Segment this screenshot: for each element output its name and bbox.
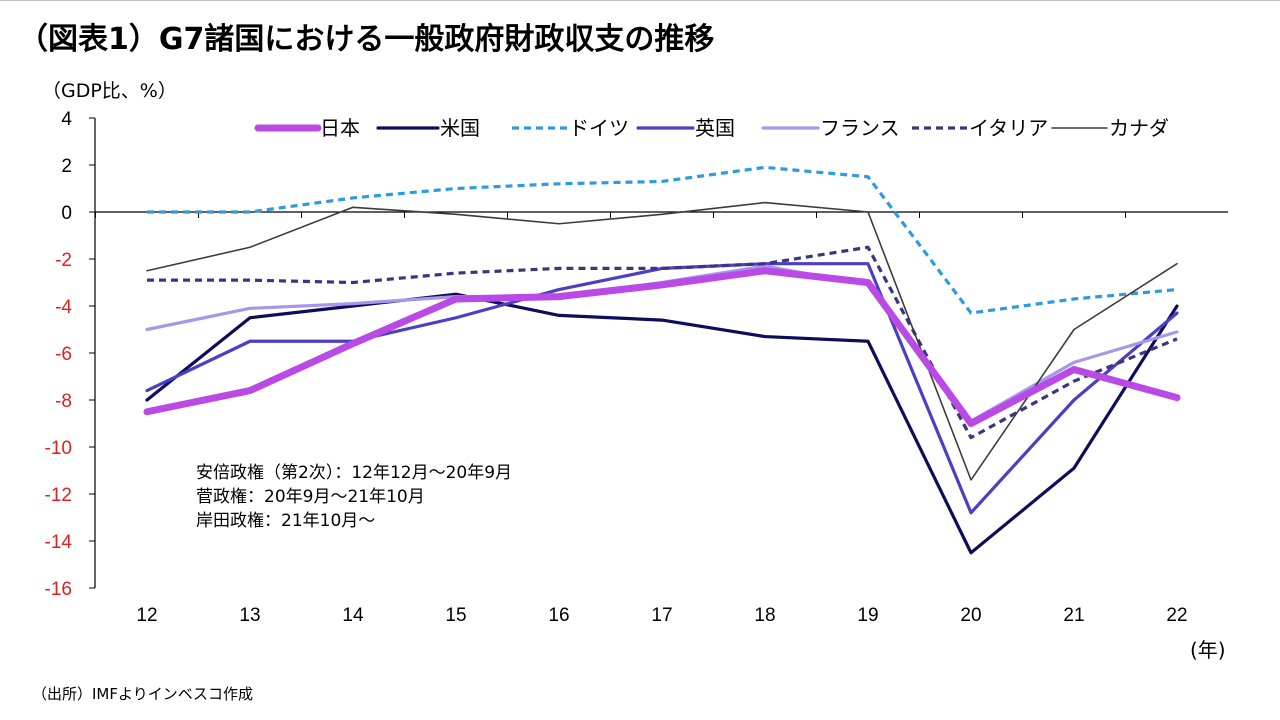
series-line-英国: [145, 262, 1179, 515]
series-line-イタリア: [147, 245, 1178, 440]
x-tick-label: 17: [651, 605, 672, 626]
y-tick-label: -6: [55, 344, 72, 365]
y-tick-label: 2: [61, 156, 72, 177]
legend-label: ドイツ: [569, 116, 629, 140]
note-line: 安倍政権（第2次）：12年12月～20年9月: [196, 463, 512, 483]
series-line-ドイツ: [147, 165, 1178, 315]
series-line-カナダ: [146, 201, 1178, 481]
title-rule: [0, 0, 1280, 1]
legend-label: フランス: [820, 116, 900, 140]
x-tick-label: 15: [445, 605, 466, 626]
x-tick-label: 14: [342, 605, 364, 626]
legend-label: 米国: [440, 116, 480, 140]
legend-item: 米国: [376, 116, 480, 140]
y-tick-label: -16: [45, 579, 72, 600]
legend-label: 英国: [695, 116, 735, 140]
legend-item: イタリア: [912, 116, 1048, 140]
y-tick-label: 4: [61, 109, 72, 130]
x-tick-label: 22: [1166, 605, 1187, 626]
y-tick-label: -4: [55, 297, 72, 318]
legend-item: 英国: [636, 116, 735, 140]
legend: 日本 米国 ドイツ 英国 フランス イタリア カナダ: [254, 116, 1169, 140]
x-tick-label: 19: [857, 605, 878, 626]
series-line-米国: [145, 292, 1179, 555]
series-line-日本: [143, 267, 1181, 427]
annotation-notes: 安倍政権（第2次）：12年12月～20年9月菅政権：20年9月～21年10月岸田…: [196, 463, 512, 531]
legend-item: ドイツ: [512, 116, 629, 140]
source-note: （出所）IMFよりインベスコ作成: [32, 685, 253, 703]
note-line: 菅政権：20年9月～21年10月: [196, 487, 425, 507]
legend-item: フランス: [761, 116, 900, 140]
chart-title: （図表1）G7諸国における一般政府財政収支の推移: [18, 22, 715, 57]
legend-item: カナダ: [1051, 116, 1169, 140]
x-axis-unit-label: (年): [1190, 638, 1226, 662]
x-tick-label: 21: [1063, 605, 1084, 626]
y-tick-label: -12: [45, 485, 72, 506]
x-tick-label: 20: [960, 605, 981, 626]
y-tick-label: -2: [55, 250, 72, 271]
legend-label: 日本: [320, 116, 360, 140]
legend-item: 日本: [254, 116, 360, 140]
series-lines: [143, 165, 1181, 555]
x-tick-label: 13: [239, 605, 260, 626]
x-tick-label: 16: [548, 605, 569, 626]
y-tick-label: -10: [45, 438, 72, 459]
legend-label: イタリア: [969, 116, 1048, 140]
y-tick-label: -14: [45, 532, 73, 553]
x-tick-label: 18: [754, 605, 775, 626]
y-axis-unit-label: （GDP比、%）: [42, 80, 177, 102]
legend-label: カナダ: [1109, 116, 1169, 140]
x-tick-label: 12: [136, 605, 157, 626]
note-line: 岸田政権：21年10月～: [196, 511, 375, 531]
y-tick-label: 0: [61, 203, 72, 224]
y-tick-label: -8: [55, 391, 72, 412]
